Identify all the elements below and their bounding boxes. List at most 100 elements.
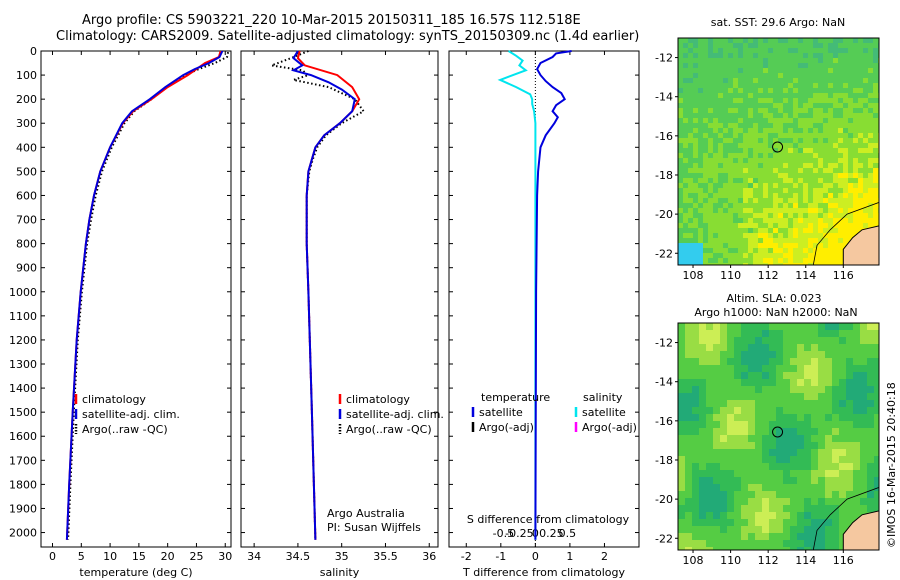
heatmap-cell [713, 213, 718, 218]
heatmap-cell [758, 63, 763, 68]
heatmap-cell [678, 463, 685, 470]
heatmap-cell [853, 498, 860, 505]
heatmap-cell [808, 43, 813, 48]
heatmap-cell [773, 163, 778, 168]
heatmap-cell [708, 133, 713, 138]
heatmap-cell [798, 168, 803, 173]
heatmap-cell [706, 540, 713, 547]
heatmap-cell [773, 98, 778, 103]
heatmap-cell [753, 98, 758, 103]
legend-label: satellite [479, 406, 523, 419]
heatmap-cell [734, 477, 741, 484]
heatmap-cell [768, 258, 773, 263]
heatmap-cell [778, 153, 783, 158]
heatmap-cell [685, 393, 692, 400]
legend-label: Argo(-adj) [582, 421, 637, 434]
heatmap-cell [688, 43, 693, 48]
heatmap-cell [748, 93, 753, 98]
heatmap-cell [688, 73, 693, 78]
heatmap-cell [868, 43, 873, 48]
heatmap-cell [783, 519, 790, 526]
heatmap-cell [743, 43, 748, 48]
heatmap-cell [797, 414, 804, 421]
heatmap-cell [698, 88, 703, 93]
heatmap-cell [848, 223, 853, 228]
heatmap-cell [790, 540, 797, 547]
heatmap-cell [698, 108, 703, 113]
heatmap-cell [688, 218, 693, 223]
heatmap-cell [688, 98, 693, 103]
heatmap-cell [748, 103, 753, 108]
heatmap-cell [758, 188, 763, 193]
heatmap-cell [699, 526, 706, 533]
heatmap-cell [693, 183, 698, 188]
heatmap-cell [699, 365, 706, 372]
heatmap-cell [783, 113, 788, 118]
heatmap-cell [688, 103, 693, 108]
heatmap-cell [803, 158, 808, 163]
heatmap-cell [823, 253, 828, 258]
legend-label: Argo(-adj) [479, 421, 534, 434]
heatmap-cell [762, 456, 769, 463]
heatmap-cell [843, 148, 848, 153]
heatmap-cell [832, 372, 839, 379]
heatmap-cell [685, 470, 692, 477]
heatmap-cell [708, 148, 713, 153]
heatmap-cell [728, 203, 733, 208]
heatmap-cell [838, 263, 843, 265]
heatmap-cell [828, 188, 833, 193]
heatmap-cell [708, 203, 713, 208]
heatmap-cell [768, 208, 773, 213]
heatmap-cell [873, 198, 878, 203]
heatmap-cell [708, 213, 713, 218]
heatmap-cell [848, 93, 853, 98]
heatmap-cell [688, 148, 693, 153]
heatmap-cell [868, 53, 873, 58]
heatmap-cell [818, 168, 823, 173]
heatmap-cell [863, 108, 868, 113]
heatmap-cell [748, 365, 755, 372]
heatmap-cell [720, 470, 727, 477]
heatmap-cell [678, 498, 685, 505]
heatmap-cell [698, 63, 703, 68]
heatmap-cell [718, 223, 723, 228]
heatmap-cell [833, 208, 838, 213]
heatmap-cell [848, 143, 853, 148]
heatmap-cell [797, 421, 804, 428]
heatmap-cell [734, 379, 741, 386]
heatmap-cell [793, 103, 798, 108]
heatmap-cell [693, 118, 698, 123]
heatmap-cell [783, 78, 788, 83]
heatmap-cell [823, 238, 828, 243]
heatmap-cell [818, 323, 825, 330]
heatmap-cell [839, 337, 846, 344]
heatmap-cell [773, 118, 778, 123]
heatmap-cell [803, 133, 808, 138]
heatmap-cell [678, 358, 685, 365]
heatmap-cell [868, 208, 873, 213]
heatmap-cell [828, 68, 833, 73]
heatmap-cell [748, 68, 753, 73]
y-tick-label: 1700 [9, 454, 37, 467]
heatmap-cell [692, 344, 699, 351]
heatmap-cell [868, 58, 873, 63]
heatmap-cell [863, 58, 868, 63]
heatmap-cell [706, 365, 713, 372]
heatmap-cell [733, 248, 738, 253]
legend-label: Argo(..raw -QC) [346, 423, 432, 436]
heatmap-cell [818, 148, 823, 153]
heatmap-cell [698, 218, 703, 223]
heatmap-cell [743, 248, 748, 253]
heatmap-cell [763, 253, 768, 258]
heatmap-cell [699, 351, 706, 358]
heatmap-cell [688, 193, 693, 198]
heatmap-cell [783, 533, 790, 540]
heatmap-cell [868, 183, 873, 188]
heatmap-cell [706, 505, 713, 512]
heatmap-cell [755, 449, 762, 456]
heatmap-cell [699, 379, 706, 386]
heatmap-cell [838, 248, 843, 253]
heatmap-cell [708, 223, 713, 228]
heatmap-cell [867, 351, 874, 358]
heatmap-cell [858, 173, 863, 178]
